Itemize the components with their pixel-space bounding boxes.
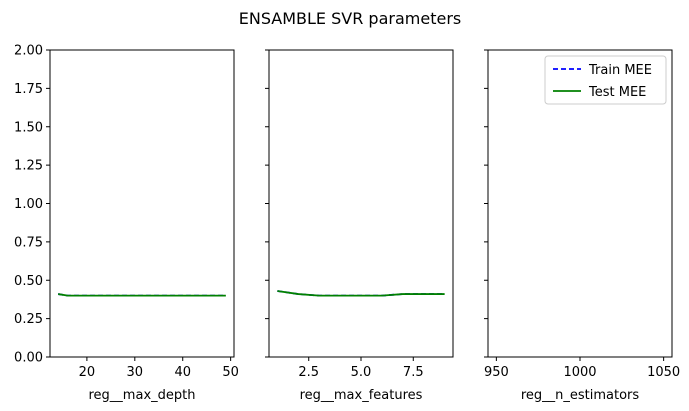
x-axis-label: reg__max_features bbox=[300, 388, 423, 403]
x-axis-label: reg__max_depth bbox=[89, 388, 196, 403]
y-tick-label: 2.00 bbox=[14, 44, 43, 59]
x-tick-label: 5.0 bbox=[351, 365, 372, 380]
y-tick-label: 0.75 bbox=[14, 235, 43, 250]
series-line-test bbox=[58, 293, 226, 297]
x-tick-label: 30 bbox=[127, 365, 144, 380]
legend-label-train: Train MEE bbox=[588, 63, 652, 78]
x-axis-label: reg__n_estimators bbox=[521, 388, 640, 403]
x-tick-label: 1050 bbox=[647, 365, 680, 380]
subplot-max-depth: 0.00 0.25 0.50 0.75 1.00 1.25 1.50 1.75 2.00 20 30… bbox=[14, 44, 239, 404]
legend: Train MEE Test MEE bbox=[544, 55, 667, 105]
axes-frame bbox=[49, 49, 235, 358]
legend-label-test: Test MEE bbox=[588, 85, 646, 100]
series-line-test bbox=[277, 290, 445, 297]
y-tick-label: 0.00 bbox=[14, 351, 43, 366]
x-tick-label: 50 bbox=[222, 365, 239, 380]
y-tick-label: 0.50 bbox=[14, 274, 43, 289]
figure-title: ENSAMBLE SVR parameters bbox=[239, 9, 461, 28]
x-tick-label: 20 bbox=[79, 365, 96, 380]
legend-box bbox=[544, 55, 667, 105]
x-tick-label: 1000 bbox=[563, 365, 596, 380]
y-tick-label: 1.75 bbox=[14, 82, 43, 97]
x-tick-label: 950 bbox=[484, 365, 509, 380]
x-tick-label: 2.5 bbox=[298, 365, 319, 380]
subplot-max-features: 2.5 5.0 7.5 reg__max_features bbox=[265, 49, 454, 403]
subplot-n-estimators: 950 1000 1050 reg__n_estimators Train MEE Tes… bbox=[484, 49, 680, 403]
axes-frame bbox=[268, 49, 454, 358]
y-tick-label: 1.50 bbox=[14, 120, 43, 135]
y-tick-label: 1.00 bbox=[14, 197, 43, 212]
x-tick-label: 7.5 bbox=[403, 365, 424, 380]
y-tick-label: 0.25 bbox=[14, 312, 43, 327]
x-tick-label: 40 bbox=[174, 365, 191, 380]
y-tick-label: 1.25 bbox=[14, 159, 43, 174]
